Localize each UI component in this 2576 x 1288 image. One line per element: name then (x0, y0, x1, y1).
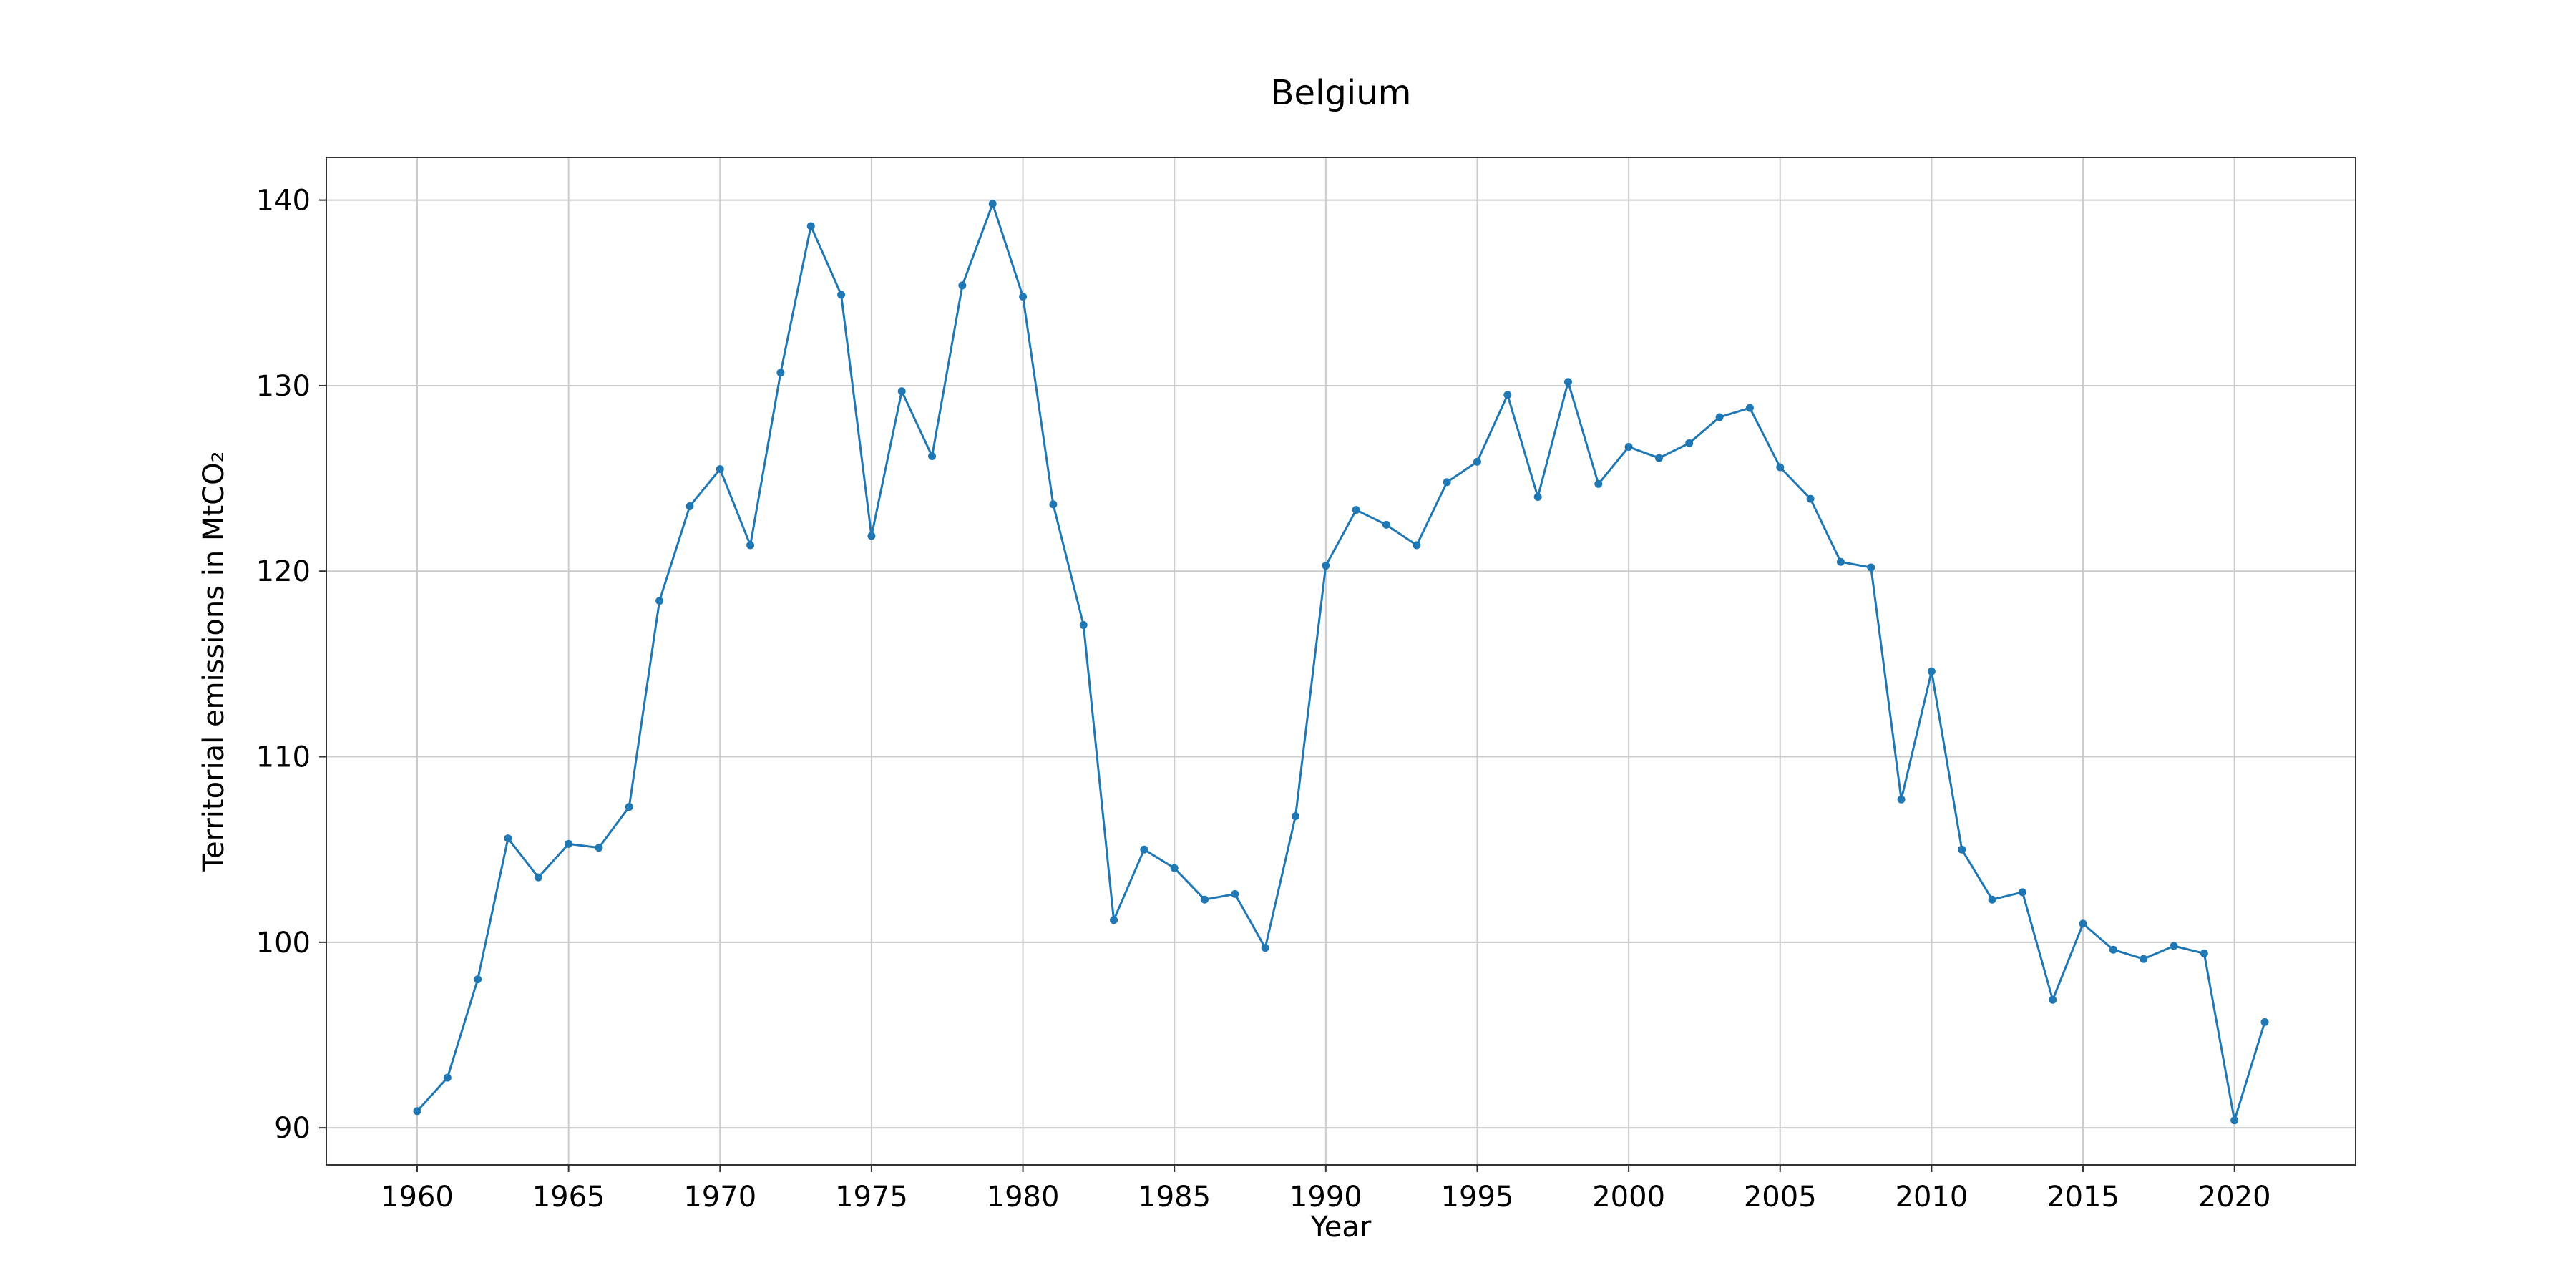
data-point (1594, 479, 1603, 488)
data-point (1624, 443, 1633, 452)
data-point (1836, 557, 1845, 566)
x-tick-label: 1980 (987, 1181, 1060, 1214)
data-point (1745, 404, 1754, 412)
data-point (2200, 949, 2208, 957)
x-axis-label: Year (1310, 1211, 1372, 1244)
data-point (1443, 478, 1451, 487)
data-point (1019, 292, 1028, 301)
data-point (1533, 493, 1542, 502)
data-point (1958, 845, 1966, 854)
data-point (1563, 378, 1572, 386)
data-point (776, 369, 785, 377)
y-tick-label: 100 (256, 927, 311, 960)
data-point (2018, 888, 2026, 897)
series-layer (413, 200, 2269, 1125)
data-point (928, 452, 937, 460)
x-tick-label: 1995 (1441, 1181, 1514, 1214)
data-point (474, 975, 482, 984)
x-tick-label: 1985 (1138, 1181, 1211, 1214)
y-tick-label: 90 (274, 1112, 311, 1145)
x-tick-label: 2000 (1592, 1181, 1665, 1214)
y-axis-label: Territorial emissions in MtCO₂ (197, 451, 230, 872)
y-tick-label: 140 (256, 185, 311, 218)
data-point (565, 839, 573, 848)
data-point (655, 597, 664, 605)
data-point (1292, 812, 1300, 821)
data-point (625, 803, 633, 811)
data-point (443, 1073, 452, 1082)
data-point (1654, 454, 1663, 462)
data-point (2170, 942, 2178, 950)
data-point (1322, 561, 1330, 570)
data-point (413, 1107, 421, 1116)
data-point (2260, 1018, 2269, 1026)
data-point (2140, 955, 2148, 963)
data-point (1382, 520, 1390, 529)
y-axis-ticks: 90 100 110 120 130 140 (256, 185, 326, 1145)
x-tick-label: 1960 (381, 1181, 454, 1214)
data-point (1806, 494, 1815, 503)
data-point (1352, 506, 1360, 514)
x-tick-label: 2015 (2046, 1181, 2119, 1214)
data-point (837, 291, 846, 299)
data-point (1685, 439, 1694, 447)
data-point (1261, 944, 1269, 952)
data-point (1503, 391, 1512, 399)
data-point (1140, 845, 1148, 854)
data-point (2230, 1116, 2239, 1125)
data-point (1867, 563, 1875, 572)
data-point (2049, 995, 2057, 1004)
data-point (686, 502, 694, 510)
data-point (1988, 895, 1996, 904)
data-point (988, 200, 997, 208)
data-point (1231, 889, 1239, 898)
series-line (416, 203, 2266, 1122)
x-tick-label: 2005 (1744, 1181, 1817, 1214)
x-tick-label: 1970 (683, 1181, 756, 1214)
data-point (1413, 541, 1421, 550)
data-point (1049, 500, 1058, 509)
x-tick-label: 2020 (2198, 1181, 2271, 1214)
data-point (595, 844, 603, 852)
data-point (1776, 463, 1785, 472)
data-point (897, 387, 906, 396)
x-axis-ticks: 1960 1965 1970 1975 1980 1985 1990 1995 2000 2005… (381, 1165, 2271, 1214)
data-point (2109, 945, 2117, 954)
plot-frame (326, 157, 2356, 1166)
y-tick-label: 130 (256, 370, 311, 403)
y-tick-label: 110 (256, 741, 311, 774)
data-point (1201, 895, 1209, 904)
data-point (504, 834, 512, 843)
x-tick-label: 1975 (835, 1181, 908, 1214)
y-tick-label: 120 (256, 555, 311, 588)
data-point (716, 465, 724, 474)
data-point (1110, 916, 1118, 924)
data-point (2079, 919, 2087, 928)
data-point (1897, 795, 1906, 804)
data-point (1170, 864, 1179, 872)
data-point (1079, 620, 1088, 629)
x-tick-label: 2010 (1896, 1181, 1968, 1214)
data-point (746, 541, 755, 550)
data-point (1473, 457, 1481, 466)
data-point (806, 222, 815, 230)
data-point (1715, 413, 1724, 421)
x-tick-label: 1965 (532, 1181, 605, 1214)
x-tick-label: 1990 (1289, 1181, 1362, 1214)
data-point (958, 281, 967, 290)
gridlines (326, 157, 2356, 1165)
data-point (867, 532, 876, 540)
data-point (534, 873, 542, 882)
chart-title: Belgium (1271, 73, 1412, 113)
data-point (1927, 667, 1936, 675)
